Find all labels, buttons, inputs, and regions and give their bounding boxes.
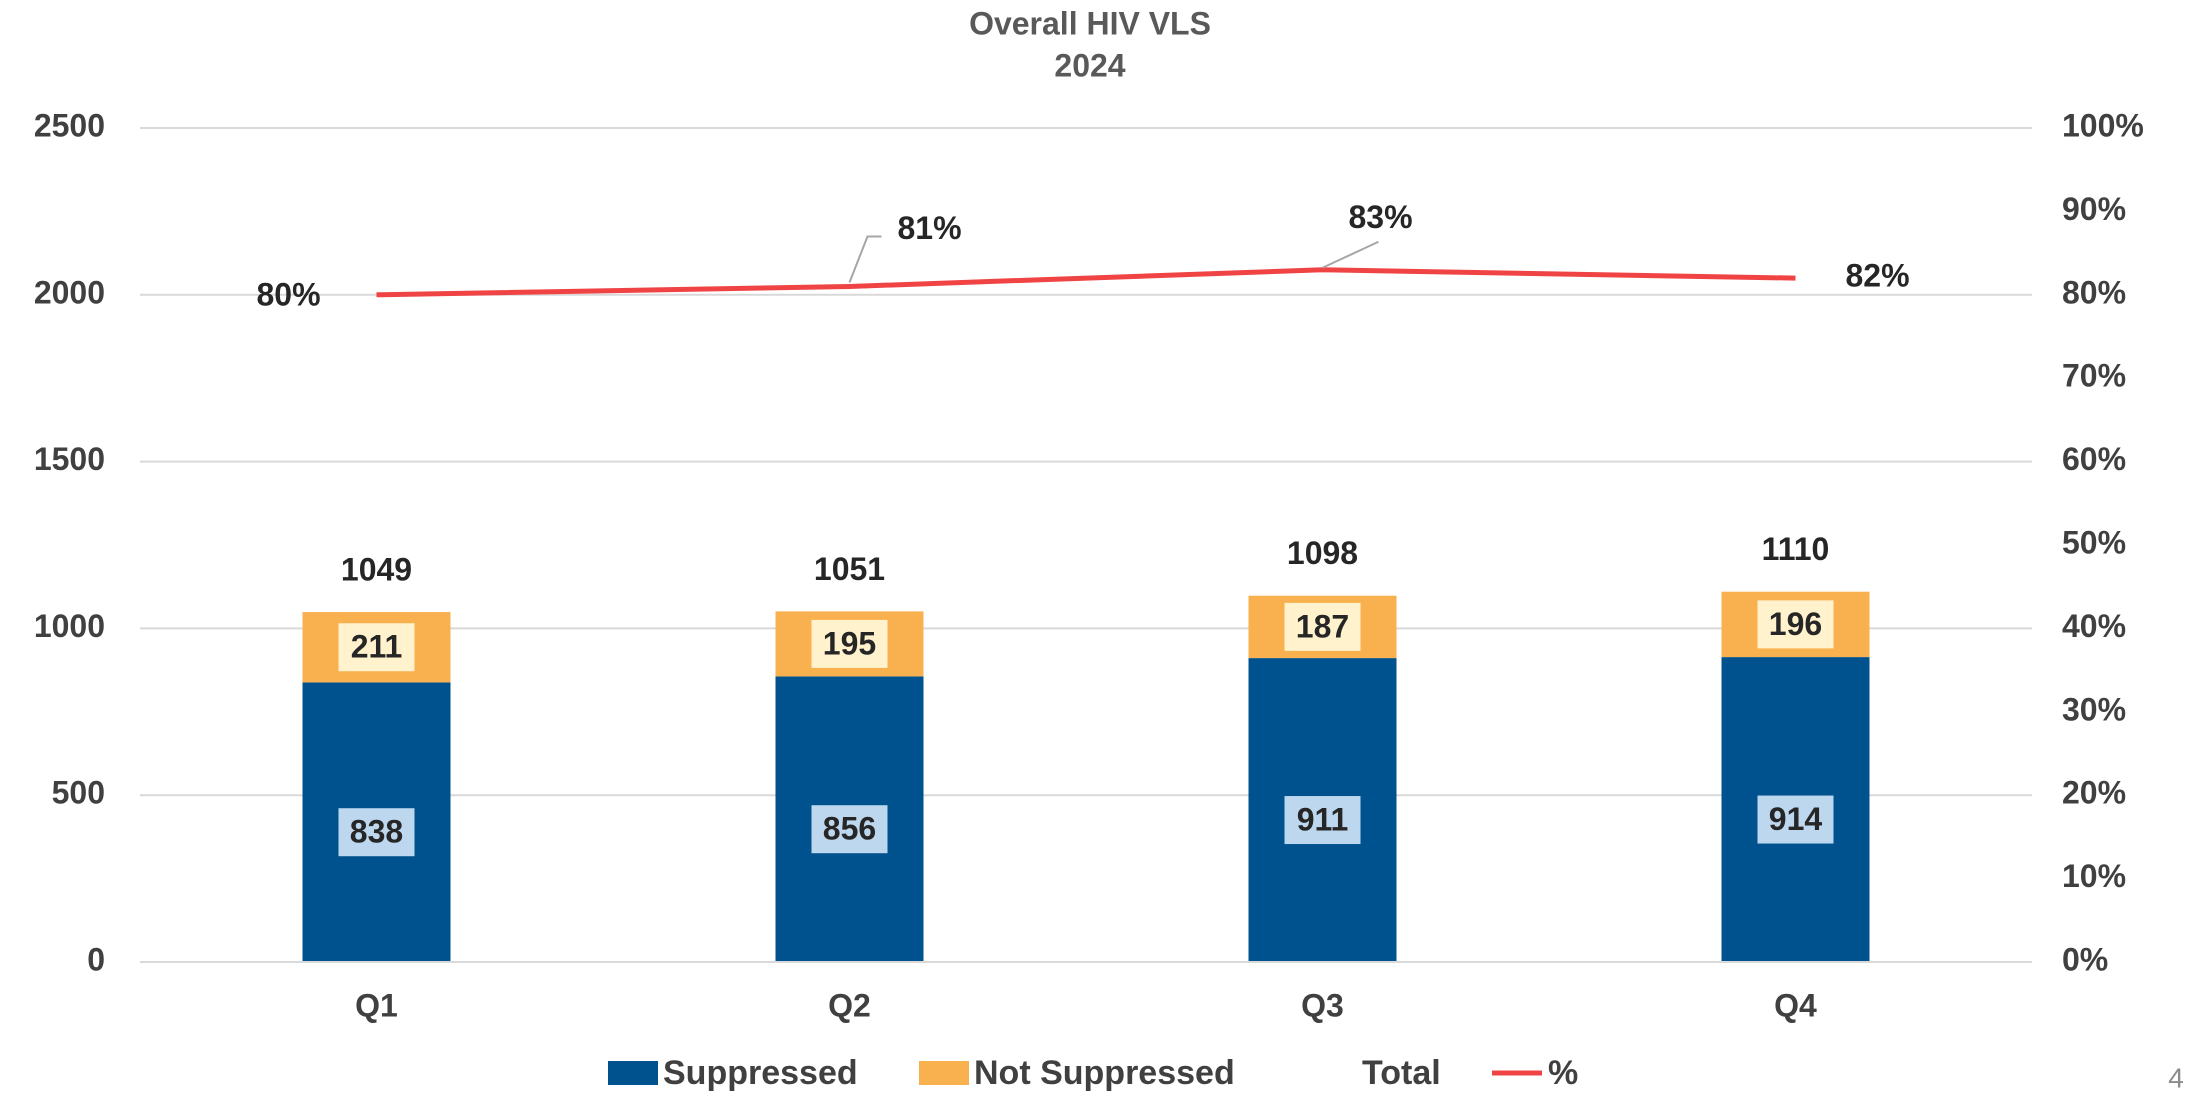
line-label: 83% [1348, 199, 1412, 235]
total-label: 1098 [1287, 535, 1358, 571]
y2-tick-label: 50% [2062, 524, 2126, 560]
label-box [1284, 796, 1361, 845]
data-label: 838 [350, 814, 403, 850]
y2-tick-label: 90% [2062, 191, 2126, 227]
chart-subtitle: 2024 [1054, 47, 1125, 83]
x-tick-label: Q3 [1301, 987, 1344, 1023]
legend-label: Total [1362, 1054, 1441, 1092]
legend-label: Suppressed [663, 1054, 858, 1092]
label-box [1757, 600, 1834, 649]
y-tick-label: 2000 [34, 274, 105, 310]
legend-label: Not Suppressed [974, 1054, 1235, 1092]
legend-swatch [919, 1061, 969, 1085]
label-box [811, 619, 888, 668]
data-label: 195 [823, 625, 876, 661]
y-tick-label: 500 [52, 775, 105, 811]
line-label: 81% [897, 210, 961, 246]
leader-line [1322, 240, 1379, 269]
label-box [338, 808, 415, 857]
y2-tick-label: 10% [2062, 858, 2126, 894]
total-label: 1051 [814, 551, 885, 587]
y2-tick-label: 30% [2062, 691, 2126, 727]
total-label: 1110 [1762, 531, 1830, 567]
data-label: 914 [1769, 801, 1823, 837]
line-label: 80% [256, 276, 320, 312]
page-number: 4 [2168, 1062, 2184, 1093]
data-label: 856 [823, 811, 876, 847]
data-label: 196 [1769, 606, 1822, 642]
x-tick-label: Q1 [355, 987, 398, 1023]
leader-line [848, 235, 882, 283]
data-label: 187 [1296, 608, 1349, 644]
data-label: 911 [1297, 801, 1349, 837]
total-label: 1049 [341, 552, 412, 588]
y-tick-label: 2500 [34, 107, 105, 143]
y2-tick-label: 40% [2062, 608, 2126, 644]
y2-tick-label: 100% [2062, 107, 2144, 143]
label-box [1757, 795, 1834, 844]
y-tick-label: 0 [87, 941, 105, 977]
chart-title: Overall HIV VLS [969, 5, 1211, 41]
label-box [338, 623, 415, 672]
legend-label: % [1548, 1054, 1578, 1092]
y2-tick-label: 80% [2062, 274, 2126, 310]
y2-tick-label: 60% [2062, 441, 2126, 477]
y2-tick-label: 20% [2062, 775, 2126, 811]
y2-tick-label: 0% [2062, 941, 2108, 977]
data-label: 211 [351, 629, 403, 665]
x-tick-label: Q2 [828, 987, 871, 1023]
legend-swatch [608, 1061, 658, 1085]
label-box [1284, 602, 1361, 651]
y-tick-label: 1000 [34, 608, 105, 644]
y-tick-label: 1500 [34, 441, 105, 477]
x-tick-label: Q4 [1774, 987, 1817, 1023]
line-label: 82% [1846, 258, 1910, 294]
label-box [811, 805, 888, 854]
line [376, 267, 1796, 298]
y2-tick-label: 70% [2062, 358, 2126, 394]
